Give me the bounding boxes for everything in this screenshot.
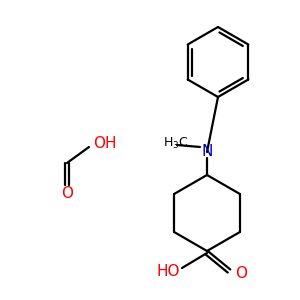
Text: O: O	[235, 266, 247, 280]
Text: HO: HO	[157, 265, 180, 280]
Text: H$_3$C: H$_3$C	[163, 135, 189, 151]
Text: O: O	[61, 187, 73, 202]
Text: OH: OH	[93, 136, 116, 152]
Text: N: N	[201, 145, 213, 160]
